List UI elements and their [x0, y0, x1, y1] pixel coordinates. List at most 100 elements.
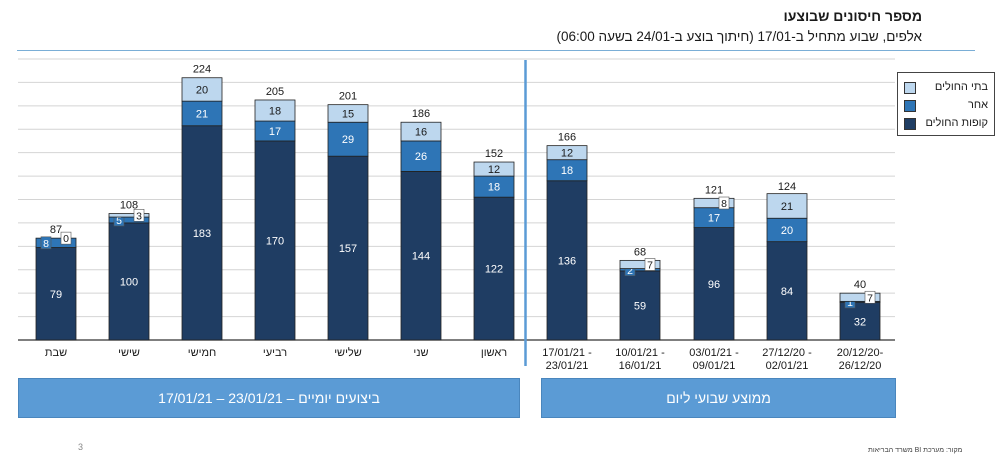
bar-value-label: 5 — [116, 215, 122, 227]
bar-total-label: 166 — [558, 132, 576, 144]
bar-value-label: 21 — [196, 108, 208, 120]
bar-value-label: 12 — [561, 148, 573, 160]
bar-total-label: 201 — [339, 91, 357, 103]
category-label: שבת — [45, 347, 67, 359]
bar-total-label: 40 — [854, 279, 866, 291]
bar-value-tag — [60, 231, 72, 245]
chart-subtitle: אלפים, שבוע מתחיל ב-17/01 (חיתוך בוצע ב-… — [556, 29, 923, 44]
legend-item-hmos: קופות החולים — [898, 115, 994, 133]
bar-total-label: 68 — [634, 246, 646, 258]
legend-swatch-hospitals — [904, 82, 916, 94]
bar-value-tag — [40, 236, 52, 250]
bar-value-label: 8 — [43, 238, 49, 250]
bar-value-label: 17 — [269, 126, 281, 138]
bar-segment — [254, 99, 296, 122]
bar-value-label: 84 — [781, 286, 793, 298]
bar-segment — [108, 222, 150, 341]
category-label: 10/01/21 -16/01/21 — [615, 347, 665, 372]
title-divider — [17, 50, 975, 51]
bar-segment — [693, 227, 735, 341]
category-label: 17/01/21 -23/01/21 — [542, 347, 592, 372]
bar-segment — [327, 104, 369, 123]
bar-total-label: 124 — [778, 181, 796, 193]
bar-value-label: 18 — [561, 165, 573, 177]
bar-total-label: 121 — [705, 184, 723, 196]
legend-swatch-hmos — [904, 118, 916, 130]
bar-segment — [400, 121, 442, 142]
bar-value-label: 18 — [269, 106, 281, 118]
legend-label-hmos: קופות החולים — [925, 117, 988, 129]
bar-value-label: 157 — [339, 243, 357, 255]
bar-segment — [546, 145, 588, 161]
bar-value-label: 79 — [50, 289, 62, 301]
bar-value-label: 1 — [847, 297, 853, 309]
bar-value-label: 170 — [266, 235, 284, 247]
bar-segment — [546, 180, 588, 341]
bar-value-label: 8 — [721, 198, 727, 210]
bar-value-tag — [718, 196, 730, 210]
bar-value-label: 136 — [558, 255, 576, 267]
bar-value-label: 0 — [63, 233, 69, 245]
bar-segment — [108, 213, 150, 218]
bar-segment — [766, 241, 808, 341]
bar-value-label: 59 — [634, 300, 646, 312]
bar-value-label: 96 — [708, 279, 720, 291]
bar-segment — [181, 100, 223, 127]
bar-value-label: 32 — [854, 316, 866, 328]
bar-value-label: 12 — [488, 164, 500, 176]
legend-item-other: אחר — [898, 97, 994, 115]
bar-value-label: 18 — [488, 182, 500, 194]
bar-segment — [35, 237, 77, 248]
bar-value-label: 21 — [781, 201, 793, 213]
bar-value-label: 26 — [415, 151, 427, 163]
bar-value-label: 17 — [708, 213, 720, 225]
bar-total-label: 205 — [266, 86, 284, 98]
bar-value-label: 3 — [136, 210, 142, 222]
bar-segment — [400, 170, 442, 341]
bar-total-label: 224 — [193, 64, 211, 76]
bar-segment — [254, 140, 296, 341]
bar-value-label: 15 — [342, 108, 354, 120]
category-label: חמישי — [188, 347, 217, 359]
source-note: מקור: מערכת BI משרד הבריאות — [868, 447, 963, 454]
bar-total-label: 108 — [120, 200, 138, 212]
bar-segment — [839, 302, 881, 341]
legend-item-hospitals: בתי החולים — [898, 79, 994, 97]
bar-segment — [619, 259, 661, 269]
bar-value-label: 2 — [627, 265, 633, 277]
chart-title: מספר חיסונים שבוצעו — [783, 8, 922, 24]
bar-value-label: 20 — [196, 84, 208, 96]
bar-value-label: 16 — [415, 127, 427, 139]
page-number: 3 — [78, 442, 84, 452]
category-label: שישי — [118, 347, 140, 359]
bar-segment — [181, 77, 223, 102]
legend-label-hospitals: בתי החולים — [934, 81, 988, 93]
bar-value-label: 20 — [781, 225, 793, 237]
chart-legend: בתי החולים אחר קופות החולים — [897, 72, 995, 136]
bar-value-tag — [864, 290, 876, 304]
bar-segment — [619, 270, 661, 341]
legend-swatch-other — [904, 100, 916, 112]
bar-segment — [473, 161, 515, 177]
bar-value-label: 100 — [120, 276, 138, 288]
bar-segment — [839, 292, 881, 302]
category-label: רביעי — [263, 347, 287, 359]
bar-segment — [327, 155, 369, 341]
bar-value-tag — [644, 258, 656, 271]
bar-value-label: 7 — [867, 292, 873, 304]
bar-segment — [766, 193, 808, 219]
category-label: שלישי — [334, 346, 362, 359]
bar-total-label: 186 — [412, 108, 430, 120]
bar-value-label: 7 — [647, 259, 653, 271]
category-label: 27/12/20 -02/01/21 — [762, 347, 812, 372]
legend-label-other: אחר — [967, 99, 988, 111]
bar-value-tag — [133, 209, 145, 222]
bar-segment — [400, 140, 442, 172]
bar-segment — [35, 247, 77, 341]
category-label: שני — [413, 347, 428, 359]
category-label: ראשון — [481, 347, 507, 359]
category-label: 03/01/21 -09/01/21 — [689, 347, 739, 372]
bar-total-label: 87 — [50, 224, 62, 236]
bar-segment — [473, 196, 515, 341]
